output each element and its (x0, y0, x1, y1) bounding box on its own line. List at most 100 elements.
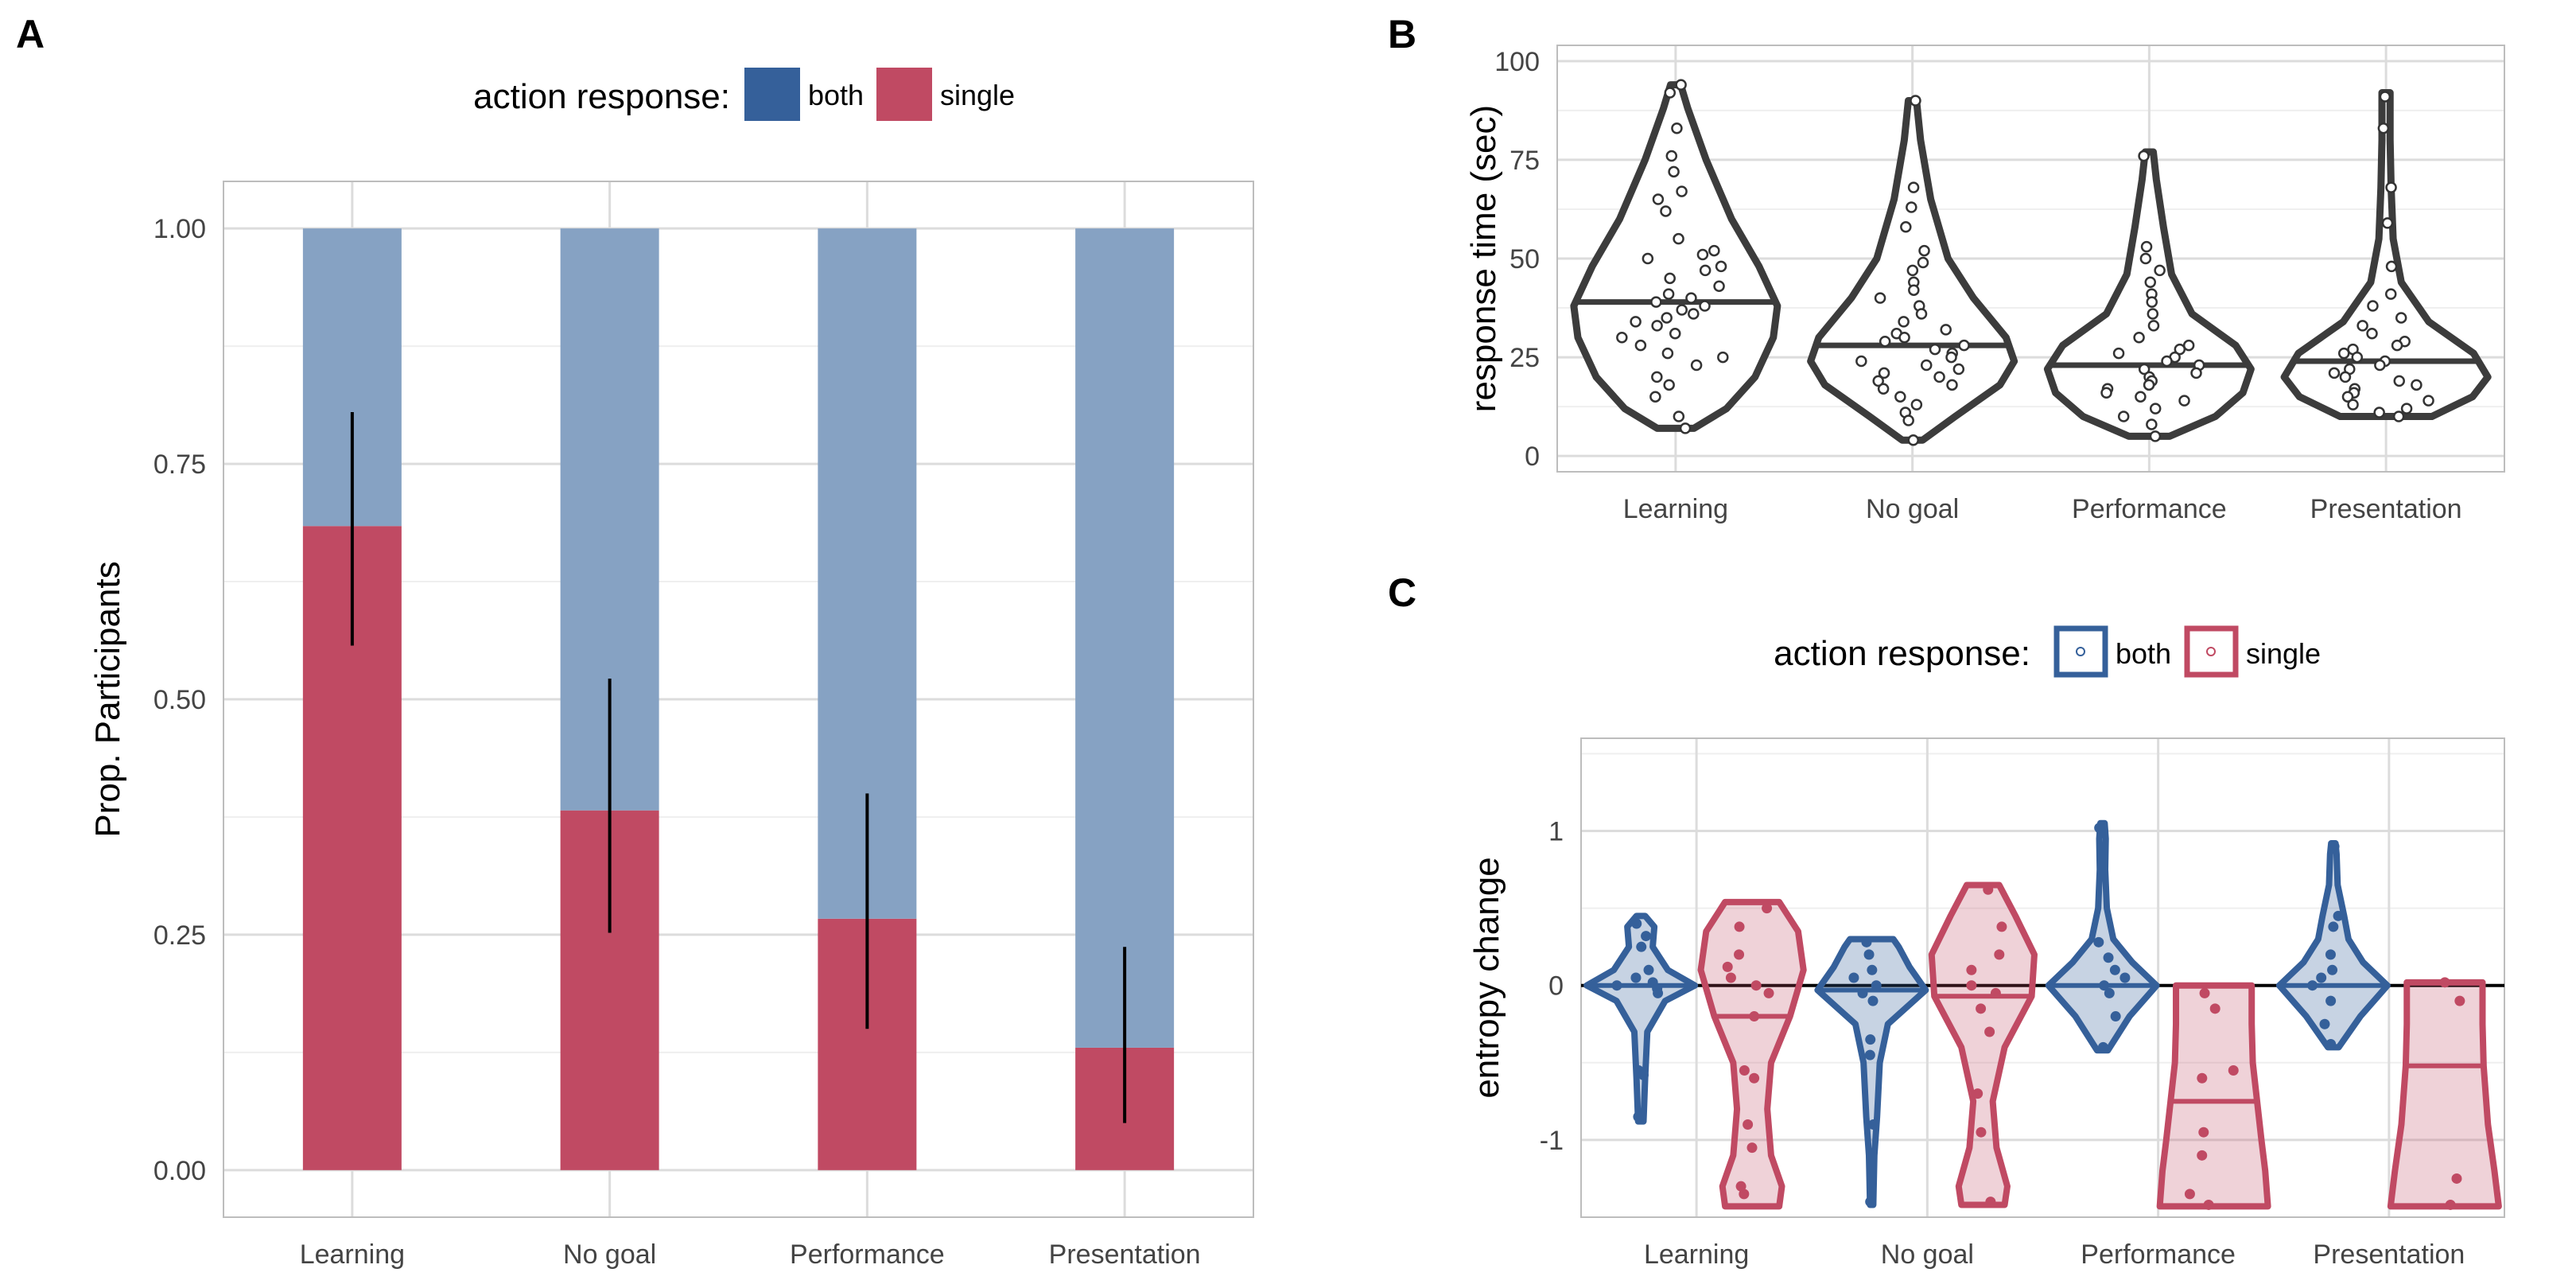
x-tick-label: Presentation (1049, 1239, 1201, 1270)
legend-a-swatch-single (876, 68, 932, 121)
data-point-both (1636, 941, 1647, 952)
data-point-both (1864, 1049, 1875, 1060)
data-point (2100, 387, 2112, 399)
data-point (1908, 284, 1920, 296)
data-point-both (1865, 1197, 1876, 1208)
x-tick-label: No goal (563, 1239, 656, 1270)
data-point (2395, 312, 2407, 324)
data-point-single (1739, 1065, 1750, 1076)
data-point (1910, 95, 1921, 107)
data-point (2393, 375, 2405, 387)
data-point (1915, 308, 1928, 320)
x-tick-label: Performance (2072, 494, 2227, 524)
data-point (2392, 411, 2405, 422)
violin-single (2156, 982, 2271, 1210)
data-point (1877, 383, 1890, 395)
y-tick-label: 1.00 (153, 214, 206, 244)
data-point (1699, 300, 1711, 312)
plot-border (223, 181, 1254, 1218)
data-point (2147, 308, 2159, 320)
data-point (1616, 332, 1628, 344)
data-point-single (2197, 1150, 2208, 1161)
data-point-both (1631, 918, 1642, 929)
data-point (1933, 371, 1945, 383)
data-point-both (1867, 964, 1878, 975)
data-point-both (2103, 952, 2114, 963)
data-point (2367, 300, 2379, 312)
data-point-both (1653, 987, 1664, 998)
data-point (2356, 320, 2368, 332)
data-point (1929, 343, 1941, 356)
data-point (1952, 363, 1965, 376)
data-point (2138, 150, 2150, 162)
data-point-both (1857, 987, 1868, 998)
data-point-both (2333, 910, 2344, 921)
x-tick-label: Learning (1644, 1239, 1749, 1270)
y-tick-label: 0.00 (153, 1156, 206, 1186)
x-tick-label: No goal (1881, 1239, 1974, 1270)
data-point (1855, 355, 1867, 368)
data-point (1902, 414, 1914, 426)
data-point-both (2325, 995, 2337, 1006)
data-point (1650, 296, 1662, 308)
data-point (1660, 205, 1672, 217)
y-tick-label: 0.50 (153, 685, 206, 715)
data-point-single (1984, 1026, 1995, 1037)
data-point (1917, 256, 1929, 269)
data-point (2161, 355, 2173, 368)
x-tick-label: Learning (300, 1239, 405, 1270)
legend-c-swatch-single-dot (2206, 647, 2216, 656)
data-point-single (1985, 1197, 1996, 1208)
legend-c-title: action response: (1774, 634, 2030, 673)
data-point (2374, 359, 2386, 372)
data-point (1918, 244, 1930, 257)
legend-c-swatch-single (2184, 625, 2239, 678)
violin-single (1928, 881, 2038, 1208)
x-tick-label: Presentation (2313, 1239, 2465, 1270)
data-point (2117, 411, 2130, 422)
panel-c-chart: -1 0 1 Learning No goal Performance Presentati… (1467, 737, 2505, 1270)
data-point (1717, 351, 1729, 364)
legend-c-swatch-both-dot (2076, 647, 2085, 656)
data-point-single (1746, 1142, 1758, 1154)
data-point-single (2198, 1127, 2209, 1138)
data-point (2385, 260, 2398, 273)
y-axis-label: response time (sec) (1464, 105, 1503, 412)
data-point (1894, 391, 1906, 403)
x-tick-label: Performance (790, 1239, 945, 1270)
data-point (1878, 367, 1890, 379)
data-point-both (1863, 949, 1875, 960)
data-point (1665, 150, 1678, 162)
data-point-both (2329, 841, 2340, 852)
data-point (2373, 407, 2385, 418)
data-point (1664, 272, 1676, 285)
data-point (1907, 181, 1920, 193)
data-point-single (1725, 972, 1736, 983)
data-point (2400, 403, 2413, 414)
data-point (2339, 371, 2352, 383)
data-point (1708, 244, 1720, 257)
violin-both (2045, 819, 2160, 1054)
data-point (1662, 288, 1675, 300)
data-point (2351, 351, 2364, 364)
data-point (1664, 87, 1677, 99)
data-point-both (1848, 972, 1859, 983)
y-tick-label: 25 (1509, 343, 1540, 373)
data-point (1699, 264, 1712, 277)
y-tick-label: 50 (1509, 244, 1540, 274)
data-point (1945, 351, 1957, 364)
data-point (2347, 399, 2359, 411)
data-point (1685, 292, 1697, 304)
data-point-single (2209, 1003, 2220, 1014)
data-point-single (1750, 980, 1762, 991)
data-point (1872, 375, 1884, 387)
data-point-single (1976, 1127, 1987, 1138)
data-point (2391, 339, 2403, 352)
data-point (1651, 371, 1663, 383)
data-point-single (1972, 1088, 1983, 1099)
panel-b-chart: 0 25 50 75 100 Learning No goal Performance Pres… (1464, 45, 2505, 524)
data-point-single (1749, 1011, 1760, 1022)
data-point-single (1990, 987, 2001, 998)
data-point (1663, 379, 1675, 391)
data-point-single (1743, 1119, 1754, 1130)
